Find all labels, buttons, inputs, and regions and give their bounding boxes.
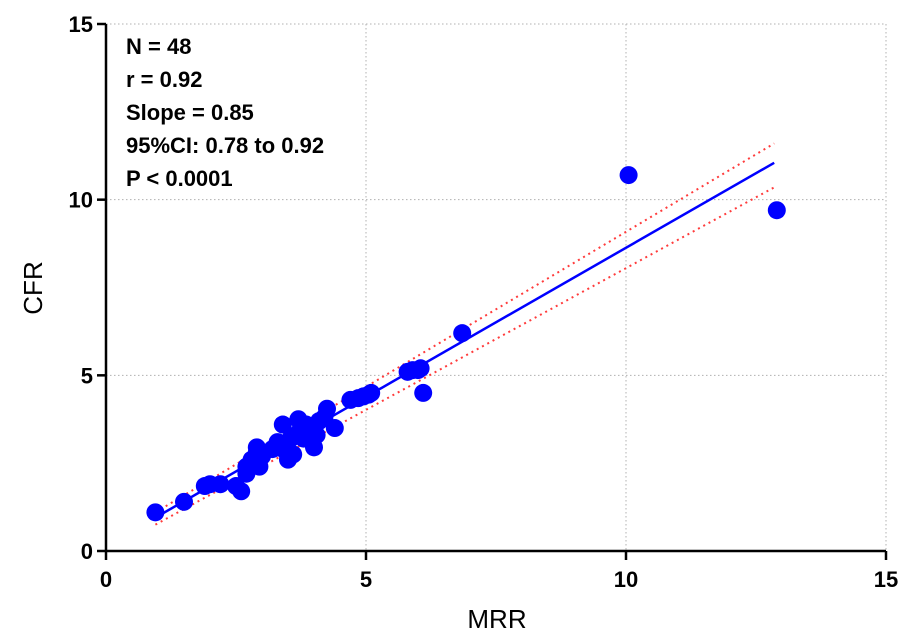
y-tick-label: 10 — [69, 188, 93, 213]
stats-line: N = 48 — [126, 34, 191, 59]
data-point — [325, 419, 344, 438]
x-tick-label: 0 — [100, 567, 112, 592]
stats-line: r = 0.92 — [126, 67, 202, 92]
data-point — [175, 492, 193, 511]
data-point — [232, 482, 251, 501]
x-tick-label: 15 — [874, 567, 898, 592]
x-tick-label: 5 — [360, 567, 372, 592]
stats-line: 95%CI: 0.78 to 0.92 — [126, 133, 324, 158]
data-point — [453, 324, 472, 343]
data-point — [767, 201, 786, 220]
data-point — [362, 383, 381, 402]
stats-line: Slope = 0.85 — [126, 100, 254, 125]
axes — [97, 22, 888, 560]
tick-labels: 0 5 10 15 0 5 10 15 — [69, 12, 899, 592]
y-tick-label: 0 — [81, 539, 93, 564]
y-tick-label: 5 — [81, 363, 93, 388]
stats-line: P < 0.0001 — [126, 166, 233, 191]
data-point — [273, 415, 292, 434]
data-point — [411, 359, 430, 378]
y-tick-label: 15 — [69, 12, 93, 37]
data-point — [619, 166, 638, 185]
data-point — [211, 475, 230, 494]
data-point — [307, 426, 326, 445]
x-axis-title: MRR — [467, 604, 526, 633]
stats-annotation: N = 48 r = 0.92 Slope = 0.85 95%CI: 0.78 to… — [126, 34, 324, 191]
data-point — [318, 399, 336, 418]
data-point — [146, 503, 165, 522]
data-point — [414, 383, 433, 402]
data-points — [146, 166, 786, 522]
data-point — [284, 445, 303, 464]
x-tick-label: 10 — [614, 567, 638, 592]
y-axis-title: CFR — [18, 261, 48, 314]
